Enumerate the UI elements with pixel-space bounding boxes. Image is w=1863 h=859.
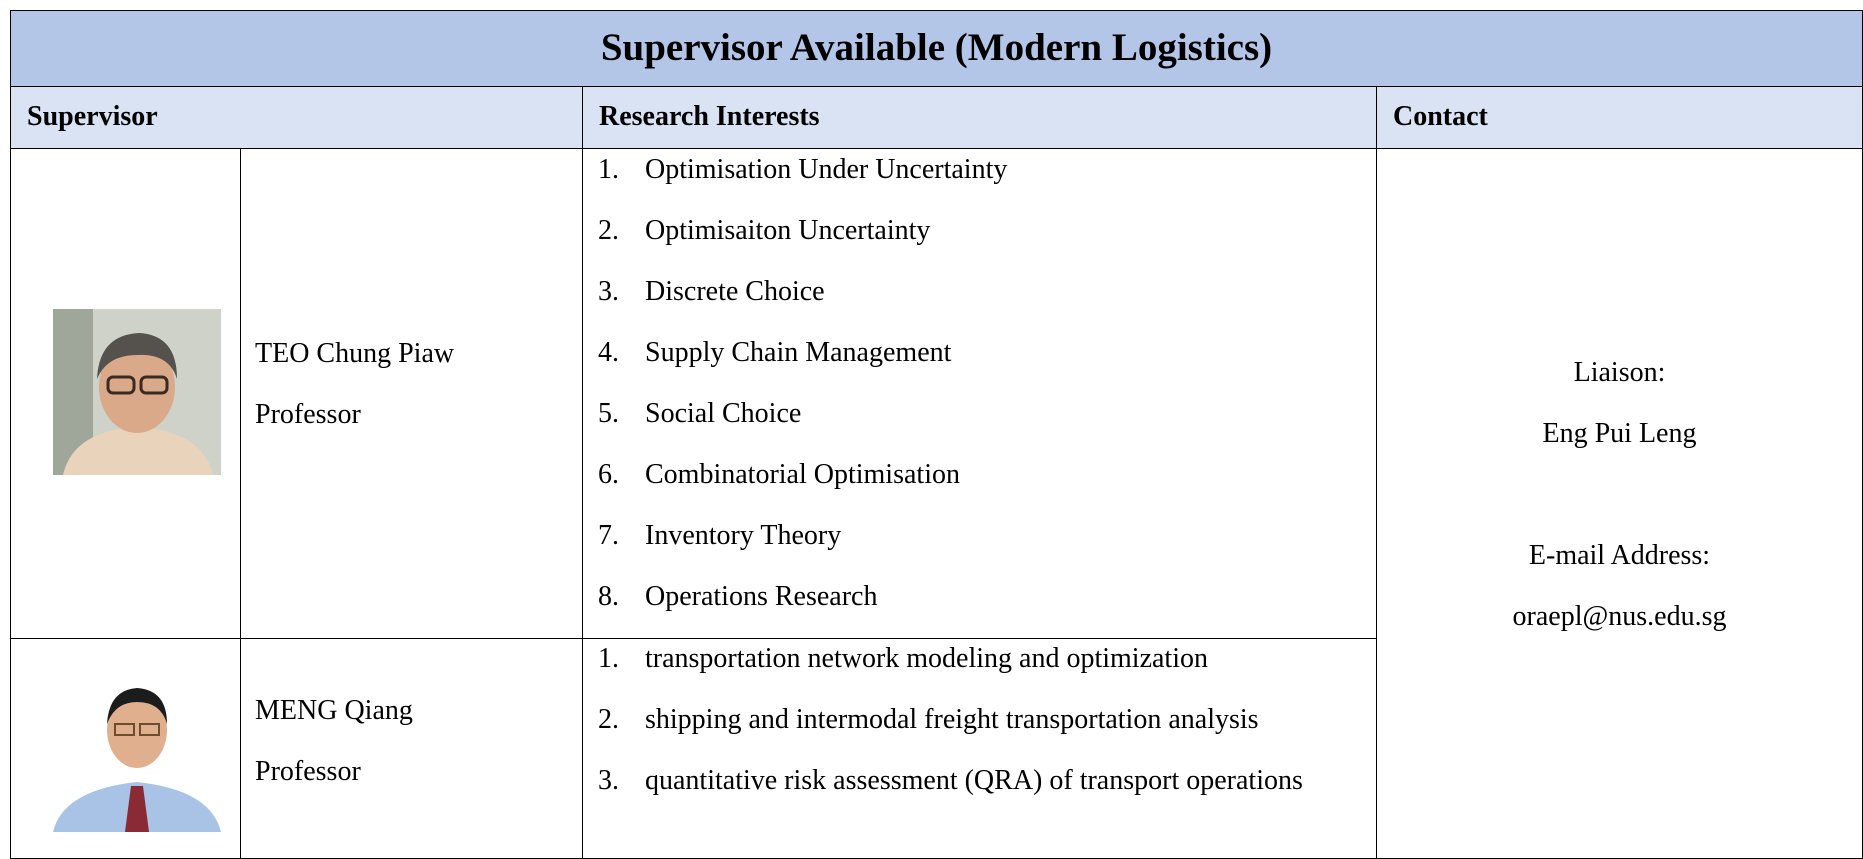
item-text: Optimisaiton Uncertainty	[645, 215, 931, 246]
column-header: Contact	[1376, 86, 1863, 149]
interest-item: 2. Optimisaiton Uncertainty	[598, 211, 1376, 250]
interest-item: 5. Social Choice	[598, 394, 1376, 433]
item-text: shipping and intermodal freight transpor…	[645, 704, 1259, 735]
item-text: Social Choice	[645, 398, 802, 429]
liaison-name: Eng Pui Leng	[1542, 418, 1697, 449]
interest-item: 7. Inventory Theory	[598, 516, 1376, 555]
supervisor-photo	[53, 309, 221, 475]
item-number: 8.	[598, 581, 619, 612]
supervisor-photo	[53, 668, 221, 832]
item-number: 6.	[598, 459, 619, 490]
item-text: quantitative risk assessment (QRA) of tr…	[645, 765, 1303, 796]
interest-list: 1. transportation network modeling and op…	[582, 639, 1376, 822]
supervisor-info: MENG Qiang Professor	[255, 680, 413, 802]
interest-item: 3. quantitative risk assessment (QRA) of …	[598, 761, 1376, 800]
supervisor-position: Professor	[255, 399, 361, 430]
item-number: 1.	[598, 154, 619, 185]
supervisor-name: TEO Chung Piaw	[255, 338, 455, 369]
item-number: 3.	[598, 765, 619, 796]
table-title: Supervisor Available (Modern Logistics)	[10, 10, 1863, 87]
interest-list: 1. Optimisation Under Uncertainty 2. Optimi…	[582, 150, 1376, 638]
liaison-label: Liaison:	[1573, 357, 1666, 388]
column-header: Research Interests	[582, 86, 1377, 149]
item-number: 4.	[598, 337, 619, 368]
supervisor-info: TEO Chung Piaw Professor	[255, 323, 454, 445]
email-address: oraepl@nus.edu.sg	[1512, 601, 1727, 632]
column-header: Supervisor	[10, 86, 583, 149]
item-number: 2.	[598, 215, 619, 246]
interest-item: 3. Discrete Choice	[598, 272, 1376, 311]
interest-item: 2. shipping and intermodal freight transp…	[598, 700, 1376, 739]
item-text: Inventory Theory	[645, 520, 842, 551]
item-text: Operations Research	[645, 581, 878, 612]
email-label: E-mail Address:	[1528, 540, 1711, 571]
item-text: Combinatorial Optimisation	[645, 459, 960, 490]
interest-item: 1. Optimisation Under Uncertainty	[598, 150, 1376, 189]
item-number: 5.	[598, 398, 619, 429]
item-text: transportation network modeling and opti…	[645, 643, 1208, 674]
item-text: Optimisation Under Uncertainty	[645, 154, 1008, 185]
item-number: 3.	[598, 276, 619, 307]
item-number: 1.	[598, 643, 619, 674]
interest-item: 4. Supply Chain Management	[598, 333, 1376, 372]
contact-info: Liaison: Eng Pui Leng E-mail Address: or…	[1376, 342, 1863, 647]
supervisor-name: MENG Qiang	[255, 695, 413, 726]
supervisor-position: Professor	[255, 756, 361, 787]
item-text: Supply Chain Management	[645, 337, 952, 368]
item-text: Discrete Choice	[645, 276, 825, 307]
item-number: 7.	[598, 520, 619, 551]
item-number: 2.	[598, 704, 619, 735]
interest-item: 8. Operations Research	[598, 577, 1376, 616]
interest-item: 1. transportation network modeling and op…	[598, 639, 1376, 678]
interest-item: 6. Combinatorial Optimisation	[598, 455, 1376, 494]
